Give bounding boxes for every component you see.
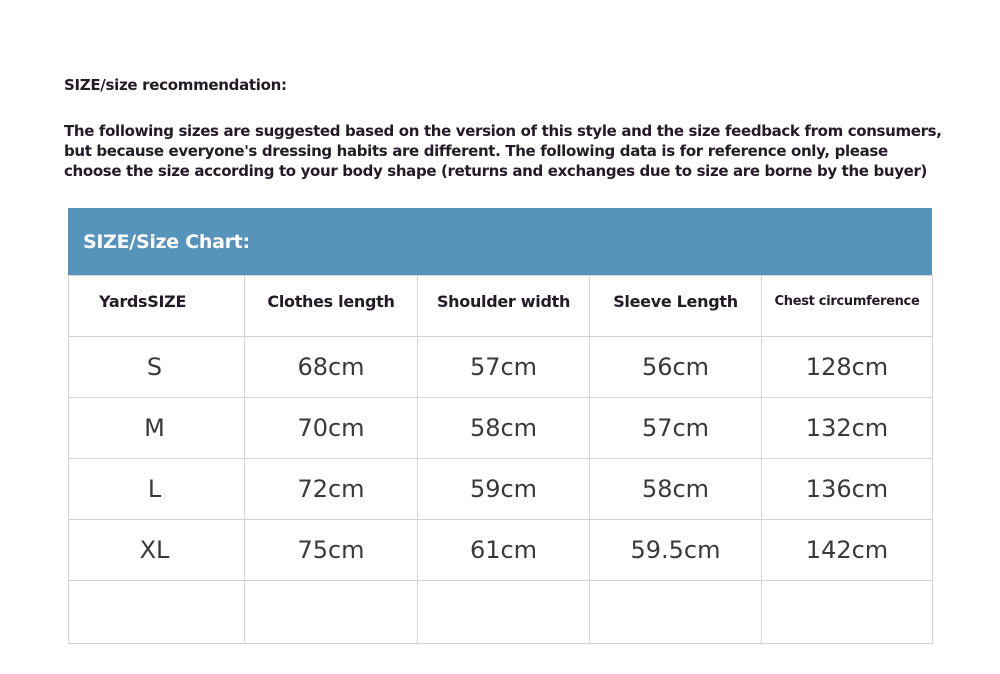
cell-shoulder-width: 61cm <box>417 519 590 581</box>
column-header-size: YardsSIZE <box>68 275 245 337</box>
cell-clothes-length: 75cm <box>244 519 418 581</box>
cell-sleeve-length: 58cm <box>589 458 762 520</box>
cell-chest-circumference: 142cm <box>761 519 933 581</box>
cell-clothes-length: 68cm <box>244 336 418 398</box>
column-header-clothes-length: Clothes length <box>244 275 418 337</box>
cell-chest-circumference <box>761 580 933 644</box>
intro-line: The following sizes are suggested based … <box>64 122 942 140</box>
size-table: YardsSIZE Clothes length Shoulder width … <box>68 275 933 644</box>
cell-clothes-length: 70cm <box>244 397 418 459</box>
cell-sleeve-length: 57cm <box>589 397 762 459</box>
cell-chest-circumference: 136cm <box>761 458 933 520</box>
table-header-row: YardsSIZE Clothes length Shoulder width … <box>68 275 933 337</box>
cell-sleeve-length <box>589 580 762 644</box>
cell-shoulder-width: 58cm <box>417 397 590 459</box>
cell-shoulder-width: 57cm <box>417 336 590 398</box>
table-row: S 68cm 57cm 56cm 128cm <box>68 336 933 398</box>
cell-clothes-length <box>244 580 418 644</box>
table-row: M 70cm 58cm 57cm 132cm <box>68 397 933 459</box>
cell-size: S <box>68 336 245 398</box>
table-row <box>68 580 933 644</box>
table-row: XL 75cm 61cm 59.5cm 142cm <box>68 519 933 581</box>
cell-size: L <box>68 458 245 520</box>
cell-size: M <box>68 397 245 459</box>
size-chart: SIZE/Size Chart: YardsSIZE Clothes lengt… <box>68 208 933 644</box>
page-title: SIZE/size recommendation: <box>64 76 287 94</box>
cell-chest-circumference: 132cm <box>761 397 933 459</box>
column-header-sleeve-length: Sleeve Length <box>589 275 762 337</box>
cell-sleeve-length: 59.5cm <box>589 519 762 581</box>
intro-text: The following sizes are suggested based … <box>64 121 964 181</box>
cell-size: XL <box>68 519 245 581</box>
size-chart-heading: SIZE/Size Chart: <box>68 208 932 275</box>
column-header-chest-circumference: Chest circumference <box>761 275 933 337</box>
cell-shoulder-width <box>417 580 590 644</box>
table-row: L 72cm 59cm 58cm 136cm <box>68 458 933 520</box>
cell-sleeve-length: 56cm <box>589 336 762 398</box>
cell-clothes-length: 72cm <box>244 458 418 520</box>
cell-shoulder-width: 59cm <box>417 458 590 520</box>
column-header-shoulder-width: Shoulder width <box>417 275 590 337</box>
intro-line: but because everyone's dressing habits a… <box>64 142 888 160</box>
cell-chest-circumference: 128cm <box>761 336 933 398</box>
intro-line: choose the size according to your body s… <box>64 162 928 180</box>
cell-size <box>68 580 245 644</box>
